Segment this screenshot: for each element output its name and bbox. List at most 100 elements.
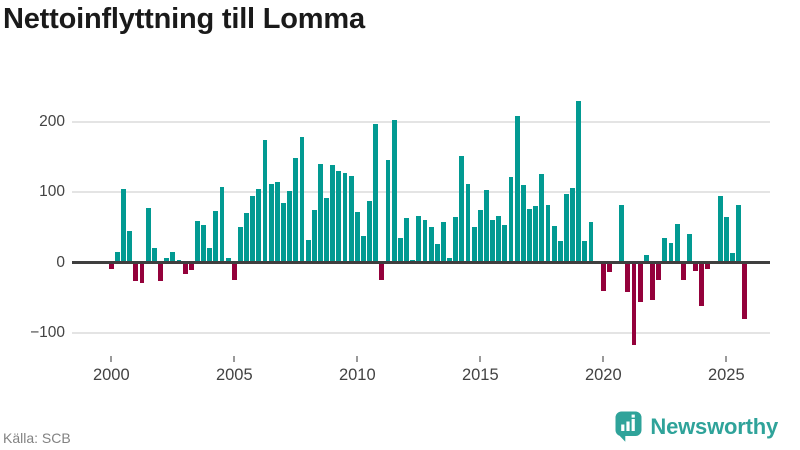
bar-2017-Q4[interactable] bbox=[545, 204, 551, 263]
bar-2025-Q2[interactable] bbox=[730, 253, 735, 263]
bar-2006-Q2[interactable] bbox=[262, 140, 268, 263]
bar-2003-Q1[interactable] bbox=[182, 262, 188, 275]
bar-2005-Q4[interactable] bbox=[250, 196, 256, 263]
bar-2015-Q3[interactable] bbox=[490, 219, 496, 263]
bar-2001-Q2[interactable] bbox=[139, 262, 145, 283]
bar-2016-Q2[interactable] bbox=[508, 177, 514, 263]
bar-2023-Q2[interactable] bbox=[680, 262, 686, 281]
bar-2012-Q3[interactable] bbox=[416, 216, 422, 263]
bar-2022-Q4[interactable] bbox=[668, 242, 674, 263]
bar-2018-Q2[interactable] bbox=[557, 241, 563, 263]
bar-2021-Q3[interactable] bbox=[637, 262, 643, 302]
bar-2020-Q2[interactable] bbox=[607, 262, 612, 273]
bar-2012-Q1[interactable] bbox=[404, 218, 409, 263]
bar-2023-Q4[interactable] bbox=[693, 262, 698, 271]
bar-2010-Q2[interactable] bbox=[361, 236, 366, 263]
bar-2000-Q4[interactable] bbox=[127, 230, 133, 263]
bar-2013-Q2[interactable] bbox=[434, 244, 440, 263]
bar-2002-Q3[interactable] bbox=[170, 251, 176, 263]
bar-2003-Q3[interactable] bbox=[194, 221, 200, 263]
bar-2024-Q1[interactable] bbox=[699, 262, 705, 307]
bar-2009-Q2[interactable] bbox=[336, 171, 342, 263]
bar-2017-Q3[interactable] bbox=[539, 173, 545, 263]
bar-2007-Q1[interactable] bbox=[281, 202, 286, 263]
bar-2009-Q1[interactable] bbox=[330, 165, 336, 263]
bar-2008-Q1[interactable] bbox=[305, 240, 311, 263]
bar-2024-Q2[interactable] bbox=[705, 262, 711, 269]
bar-2006-Q3[interactable] bbox=[268, 183, 274, 263]
bar-2025-Q3[interactable] bbox=[736, 204, 742, 263]
bar-2002-Q1[interactable] bbox=[158, 262, 163, 282]
bar-2008-Q4[interactable] bbox=[324, 197, 329, 263]
bar-2000-Q3[interactable] bbox=[121, 189, 127, 263]
bar-2008-Q3[interactable] bbox=[317, 164, 323, 263]
bar-2007-Q2[interactable] bbox=[287, 191, 293, 263]
bar-2016-Q4[interactable] bbox=[520, 185, 526, 263]
bar-2006-Q1[interactable] bbox=[256, 188, 262, 263]
bar-2018-Q3[interactable] bbox=[563, 194, 569, 263]
bar-2000-Q1[interactable] bbox=[108, 262, 114, 269]
bar-2005-Q2[interactable] bbox=[238, 226, 243, 263]
bar-2015-Q1[interactable] bbox=[477, 210, 483, 263]
bar-2010-Q1[interactable] bbox=[354, 211, 360, 263]
bar-2014-Q2[interactable] bbox=[459, 155, 465, 263]
bar-2014-Q4[interactable] bbox=[471, 227, 477, 263]
bar-2009-Q3[interactable] bbox=[342, 173, 348, 263]
bar-2020-Q1[interactable] bbox=[600, 262, 606, 291]
bar-2021-Q4[interactable] bbox=[643, 255, 649, 263]
bar-2022-Q2[interactable] bbox=[656, 262, 662, 281]
bar-2023-Q1[interactable] bbox=[674, 223, 680, 263]
bar-2007-Q4[interactable] bbox=[299, 137, 305, 263]
bar-2018-Q1[interactable] bbox=[551, 225, 557, 263]
bar-2009-Q4[interactable] bbox=[348, 176, 354, 263]
bar-2004-Q3[interactable] bbox=[219, 187, 225, 263]
bar-2005-Q1[interactable] bbox=[231, 262, 237, 281]
bar-2020-Q4[interactable] bbox=[619, 204, 625, 263]
bar-2019-Q3[interactable] bbox=[588, 222, 594, 263]
newsworthy-wordmark[interactable]: Newsworthy bbox=[650, 413, 778, 439]
bar-2016-Q1[interactable] bbox=[502, 225, 508, 263]
bar-2021-Q1[interactable] bbox=[625, 262, 631, 293]
bar-2005-Q3[interactable] bbox=[244, 212, 250, 263]
bar-2016-Q3[interactable] bbox=[514, 115, 520, 263]
bar-2006-Q4[interactable] bbox=[274, 181, 280, 263]
bar-2019-Q2[interactable] bbox=[582, 240, 588, 263]
bar-2015-Q4[interactable] bbox=[496, 216, 502, 263]
bar-2001-Q1[interactable] bbox=[133, 262, 139, 281]
bar-2019-Q1[interactable] bbox=[576, 100, 582, 263]
bar-2018-Q4[interactable] bbox=[570, 187, 575, 263]
newsworthy-logo[interactable]: Newsworthy bbox=[615, 411, 778, 442]
bar-2025-Q1[interactable] bbox=[723, 216, 729, 263]
bar-2001-Q4[interactable] bbox=[151, 248, 157, 263]
bar-2003-Q4[interactable] bbox=[201, 225, 206, 263]
bar-2003-Q2[interactable] bbox=[188, 262, 194, 270]
bar-2022-Q1[interactable] bbox=[650, 262, 655, 300]
bar-2023-Q3[interactable] bbox=[686, 234, 692, 263]
bar-2013-Q4[interactable] bbox=[447, 257, 452, 263]
bar-2004-Q4[interactable] bbox=[225, 257, 231, 263]
bar-2013-Q1[interactable] bbox=[428, 226, 434, 263]
bar-2013-Q3[interactable] bbox=[440, 221, 446, 263]
bar-2010-Q3[interactable] bbox=[367, 201, 373, 263]
bar-2001-Q3[interactable] bbox=[145, 207, 151, 263]
bar-2014-Q1[interactable] bbox=[453, 216, 459, 263]
bar-2004-Q2[interactable] bbox=[213, 211, 219, 263]
bar-2000-Q2[interactable] bbox=[115, 251, 120, 263]
bar-2024-Q4[interactable] bbox=[717, 196, 723, 263]
bar-2004-Q1[interactable] bbox=[207, 248, 213, 263]
bar-2002-Q2[interactable] bbox=[164, 257, 170, 263]
bar-2011-Q1[interactable] bbox=[379, 262, 385, 281]
bar-2017-Q1[interactable] bbox=[527, 209, 532, 263]
bar-2015-Q2[interactable] bbox=[484, 190, 489, 263]
bar-2014-Q3[interactable] bbox=[465, 184, 471, 263]
bar-2011-Q3[interactable] bbox=[391, 120, 397, 263]
bar-2011-Q2[interactable] bbox=[385, 159, 391, 263]
bar-2011-Q4[interactable] bbox=[397, 237, 403, 263]
bar-2010-Q4[interactable] bbox=[373, 124, 379, 263]
bar-2025-Q4[interactable] bbox=[742, 262, 748, 320]
bar-2022-Q3[interactable] bbox=[662, 237, 668, 263]
bar-2021-Q2[interactable] bbox=[631, 262, 637, 346]
bar-2007-Q3[interactable] bbox=[293, 158, 299, 263]
bar-2008-Q2[interactable] bbox=[311, 209, 317, 263]
bar-2017-Q2[interactable] bbox=[533, 205, 539, 263]
